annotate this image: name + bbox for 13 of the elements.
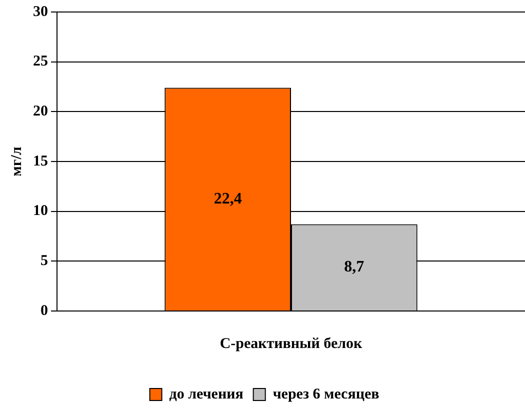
data-label: 22,4: [214, 190, 242, 208]
y-tick-label: 30: [33, 4, 48, 20]
y-axis-title: мг/л: [8, 146, 25, 176]
y-tick-label: 10: [33, 203, 48, 220]
y-tick-label: 25: [33, 54, 48, 70]
y-tick-label: 20: [33, 104, 48, 120]
x-tick-label: С-реактивный белок: [220, 336, 363, 352]
y-tick-label: 0: [40, 302, 48, 319]
y-tick-label: 15: [33, 153, 48, 170]
data-label: 8,7: [344, 258, 364, 276]
legend-label: через 6 месяцев: [272, 386, 380, 402]
y-tick-label: 5: [40, 253, 48, 270]
legend-label: до лечения: [169, 386, 244, 402]
